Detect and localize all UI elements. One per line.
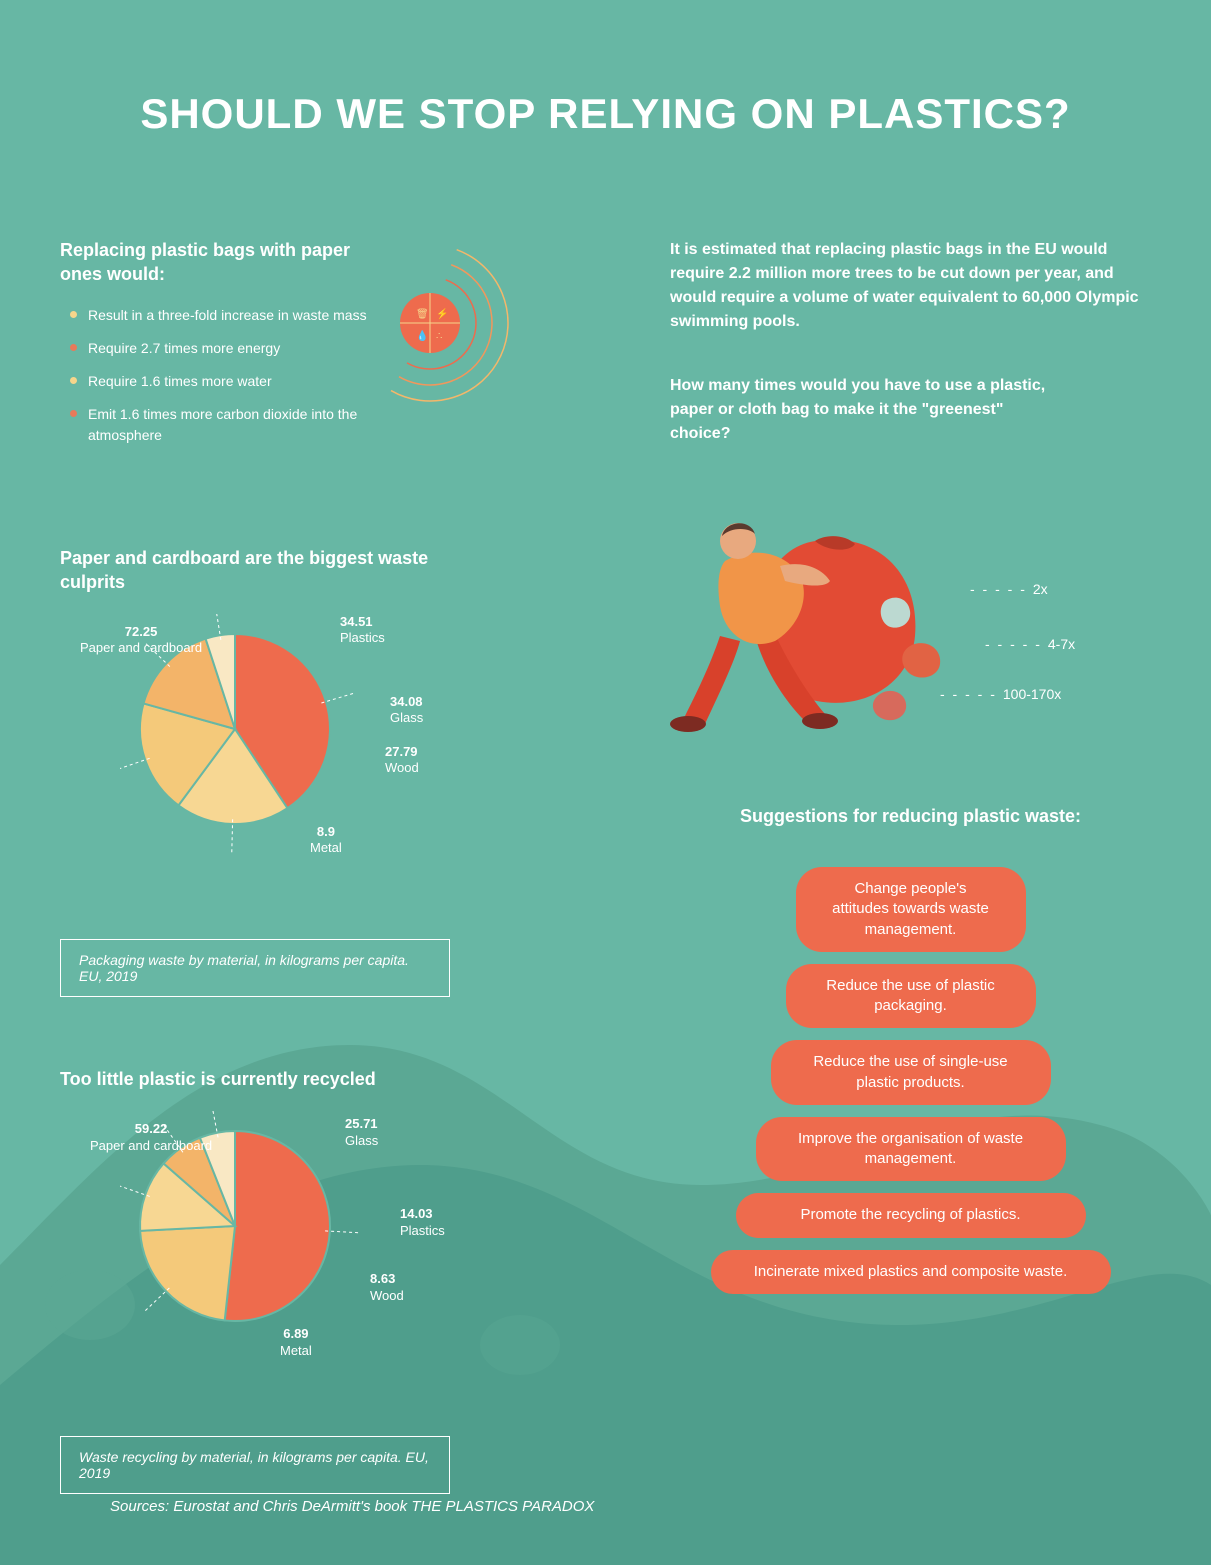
concentric-rings-icon: 🗑 ⚡ 💧 ∴ <box>370 223 550 403</box>
suggestions-section: Suggestions for reducing plastic waste: … <box>670 806 1151 1294</box>
pie-slice-label: 8.9Metal <box>310 824 342 857</box>
pie-svg <box>120 614 550 904</box>
reuse-count-label: - - - - -2x <box>970 581 1048 597</box>
left-column: Replacing plastic bags with paper ones w… <box>60 238 550 1494</box>
pie-svg <box>120 1111 550 1401</box>
waste-chart-section: Paper and cardboard are the biggest wast… <box>60 546 550 998</box>
pie-slice-label: 6.89Metal <box>280 1326 312 1359</box>
pie-slice-label: 14.03Plastics <box>400 1206 445 1239</box>
suggestion-pill: Promote the recycling of plastics. <box>736 1193 1086 1237</box>
sources-text: Sources: Eurostat and Chris DeArmitt's b… <box>110 1498 594 1515</box>
recycle-chart-caption: Waste recycling by material, in kilogram… <box>60 1436 450 1494</box>
pie-slice-label: 59.22Paper and cardboard <box>90 1121 212 1154</box>
waste-pie-chart: 72.25Paper and cardboard 34.51Plastics 34.… <box>60 614 550 909</box>
svg-text:🗑: 🗑 <box>416 308 429 320</box>
pie-slice-label: 72.25Paper and cardboard <box>80 624 202 657</box>
waste-chart-caption: Packaging waste by material, in kilogram… <box>60 939 450 997</box>
section-paper-vs-plastic: Replacing plastic bags with paper ones w… <box>60 238 550 446</box>
recycle-pie-chart: 59.22Paper and cardboard 25.71Glass 14.03P… <box>60 1111 550 1406</box>
bag-reuse-illustration: - - - - -2x - - - - -4-7x - - - - -100-170… <box>670 486 1151 746</box>
section-heading: Replacing plastic bags with paper ones w… <box>60 238 380 287</box>
page-title: SHOULD WE STOP RELYING ON PLASTICS? <box>60 90 1151 138</box>
pie-slice-label: 34.08Glass <box>390 694 423 727</box>
bullet-item: Result in a three-fold increase in waste… <box>70 305 370 326</box>
pie-slice-label: 27.79Wood <box>385 744 419 777</box>
suggestions-pyramid: Change people's attitudes towards waste … <box>670 867 1151 1294</box>
reuse-count-label: - - - - -100-170x <box>940 686 1061 702</box>
svg-text:💧: 💧 <box>416 329 428 342</box>
bullet-item: Emit 1.6 times more carbon dioxide into … <box>70 404 370 446</box>
right-column: It is estimated that replacing plastic b… <box>630 238 1151 1494</box>
question-paragraph: How many times would you have to use a p… <box>670 374 1050 446</box>
waste-chart-heading: Paper and cardboard are the biggest wast… <box>60 546 440 595</box>
fact-paragraph: It is estimated that replacing plastic b… <box>670 238 1151 334</box>
pie-slice-label: 34.51Plastics <box>340 614 385 647</box>
suggestion-pill: Reduce the use of plastic packaging. <box>786 964 1036 1029</box>
recycle-chart-section: Too little plastic is currently recycled… <box>60 1067 550 1494</box>
suggestion-pill: Improve the organisation of waste manage… <box>756 1117 1066 1182</box>
svg-text:⚡: ⚡ <box>436 307 448 320</box>
infographic-page: SHOULD WE STOP RELYING ON PLASTICS? Repl… <box>0 0 1211 1565</box>
pie-slice-label: 25.71Glass <box>345 1116 378 1149</box>
bullet-item: Require 2.7 times more energy <box>70 338 370 359</box>
suggestion-pill: Incinerate mixed plastics and composite … <box>711 1250 1111 1294</box>
reuse-count-label: - - - - -4-7x <box>985 636 1075 652</box>
suggestion-pill: Reduce the use of single-use plastic pro… <box>771 1040 1051 1105</box>
suggestion-pill: Change people's attitudes towards waste … <box>796 867 1026 952</box>
recycle-chart-heading: Too little plastic is currently recycled <box>60 1067 440 1091</box>
suggestions-title: Suggestions for reducing plastic waste: <box>670 806 1151 827</box>
person-icon <box>600 486 960 746</box>
bullet-item: Require 1.6 times more water <box>70 371 370 392</box>
svg-text:∴: ∴ <box>436 331 442 342</box>
pie-slice-label: 8.63Wood <box>370 1271 404 1304</box>
